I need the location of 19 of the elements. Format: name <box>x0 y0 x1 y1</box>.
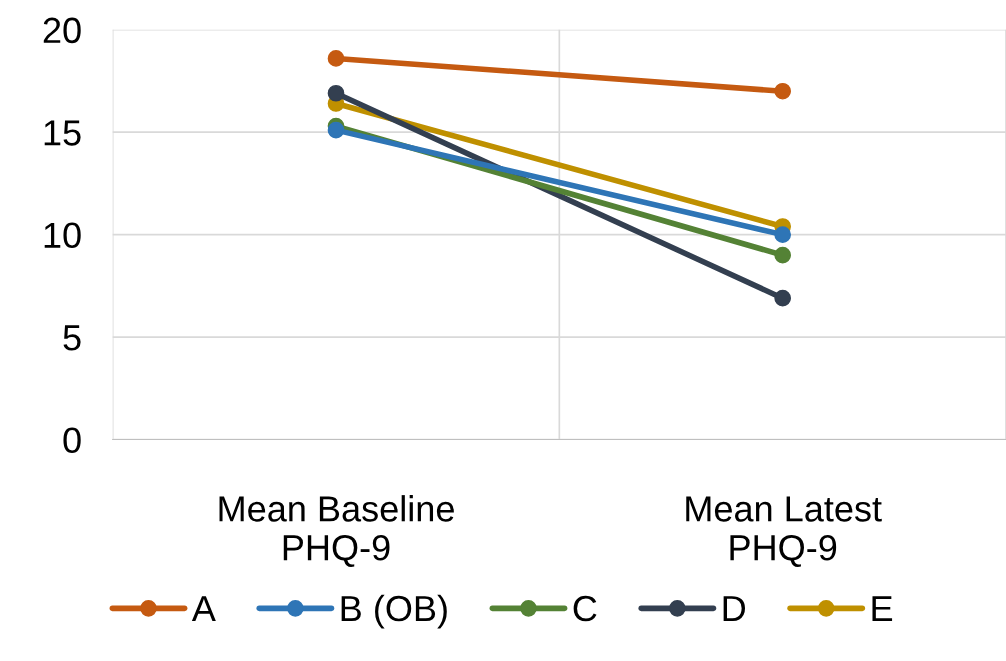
point <box>327 50 345 67</box>
point <box>327 121 345 139</box>
x-tick-label: Mean Baseline PHQ-9 <box>219 495 454 568</box>
point <box>774 82 792 100</box>
point <box>774 226 792 243</box>
legend-label: B (OB) <box>341 594 447 629</box>
legend-label: A <box>191 596 216 622</box>
x-tick-label: Mean Latest PHQ-9 <box>686 496 882 568</box>
y-tick-label: 0 <box>63 427 81 454</box>
legend-label: C <box>573 595 597 622</box>
y-tick-label: 20 <box>43 17 81 44</box>
y-tick-label: 10 <box>44 222 81 249</box>
legend-label: D <box>723 596 746 622</box>
point <box>327 84 345 102</box>
point <box>774 289 792 307</box>
legend-label: E <box>872 596 893 622</box>
y-tick-label: 5 <box>63 325 81 351</box>
y-tick-label: 15 <box>44 120 81 146</box>
point <box>774 246 792 264</box>
